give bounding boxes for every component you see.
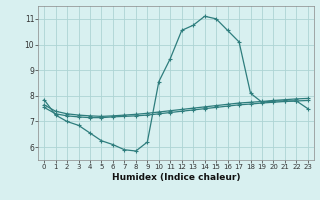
X-axis label: Humidex (Indice chaleur): Humidex (Indice chaleur) — [112, 173, 240, 182]
